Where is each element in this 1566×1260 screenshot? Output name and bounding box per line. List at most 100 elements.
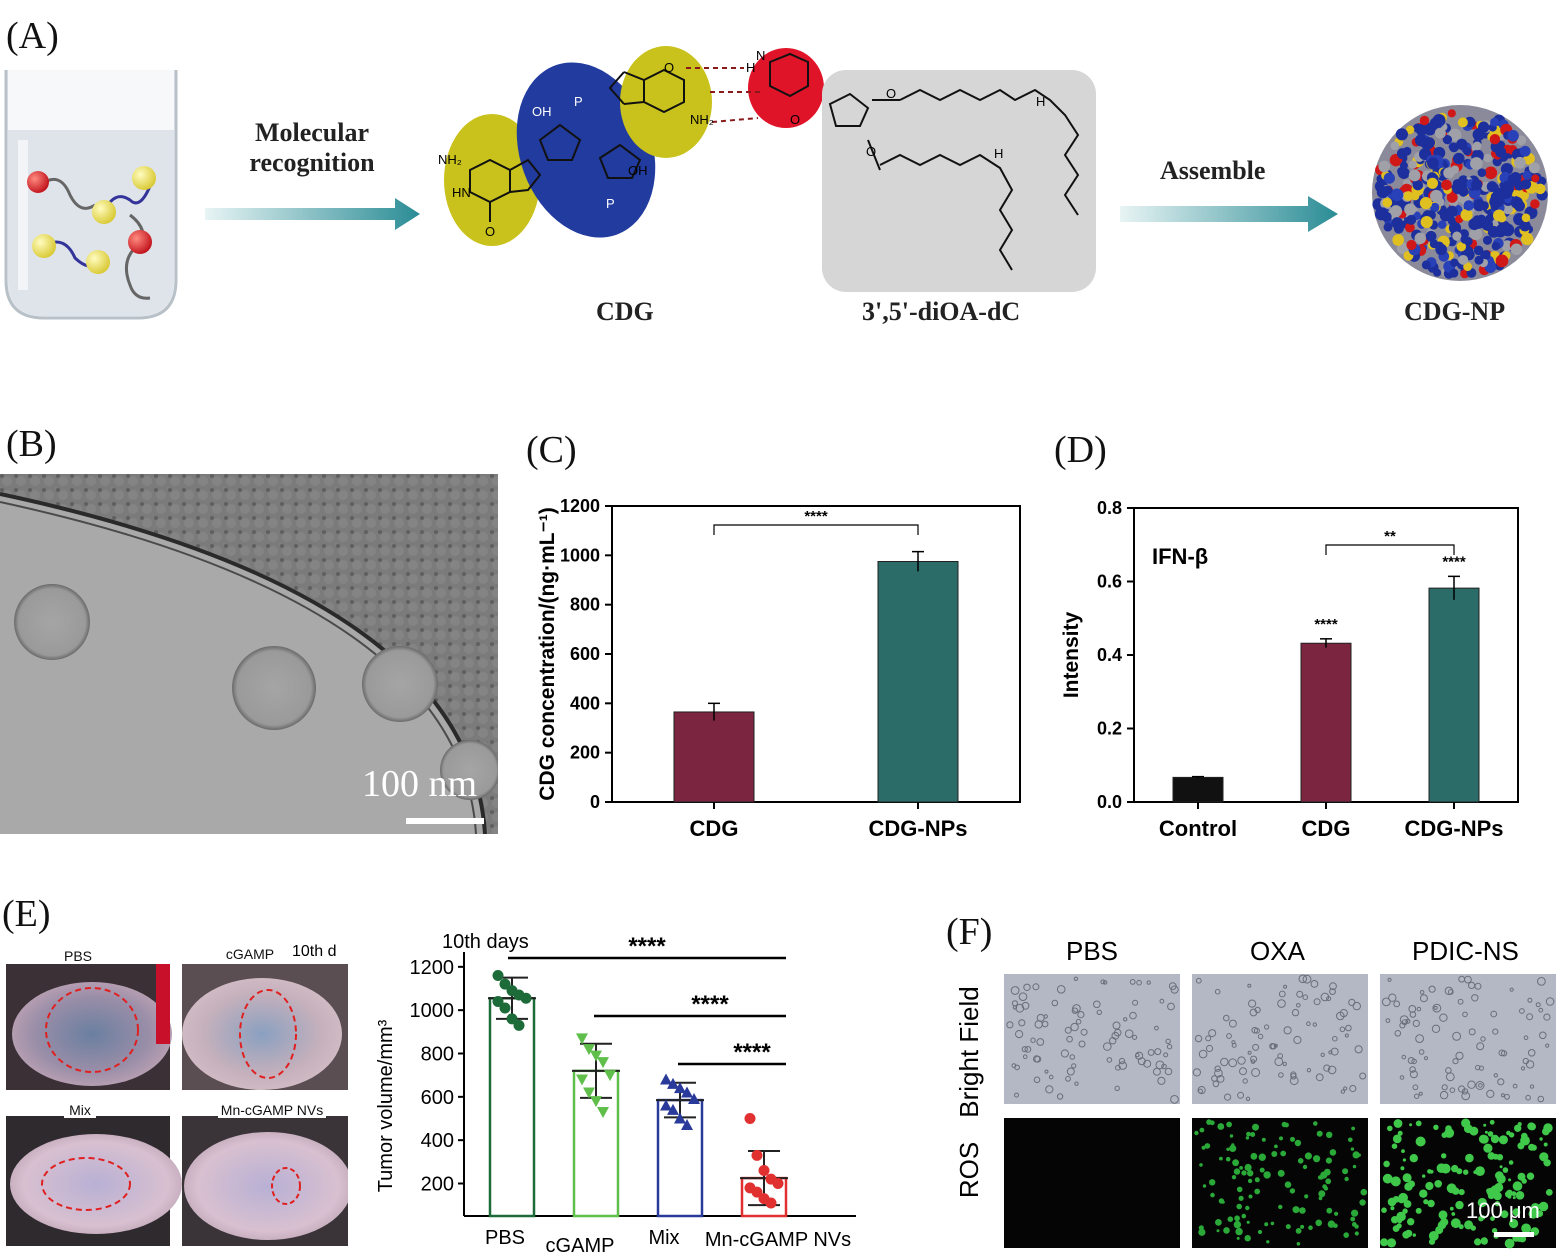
nanoparticle-atom — [1450, 258, 1459, 267]
cell — [1080, 1028, 1088, 1036]
photo-label: 10th d — [292, 943, 337, 960]
fluorescent-cell — [1398, 1196, 1405, 1204]
scale-label: 100 nm — [362, 763, 478, 805]
nanoparticle-atom — [1448, 221, 1462, 235]
cell — [1208, 1029, 1217, 1038]
fluorescent-cell — [1329, 1149, 1337, 1156]
fluorescent-cell — [1434, 1180, 1442, 1188]
scale-bar — [1494, 1232, 1534, 1237]
fluorescent-cell — [1233, 1220, 1242, 1229]
nanoparticle-atom — [1427, 157, 1439, 170]
cell — [1226, 1033, 1232, 1039]
cell — [1490, 1010, 1498, 1018]
y-tick-label: 0.8 — [1097, 498, 1122, 518]
nanoparticle-atom — [1376, 186, 1390, 199]
cell — [1073, 976, 1079, 982]
fluorescent-cell — [1290, 1136, 1295, 1142]
data-point — [520, 992, 532, 1004]
fluorescent-cell — [1247, 1170, 1254, 1177]
cell — [1071, 1063, 1077, 1069]
cell — [1022, 1054, 1028, 1059]
panel-e-label: (E) — [2, 893, 51, 935]
cell — [1439, 1090, 1449, 1100]
fluorescent-cell — [1299, 1207, 1306, 1214]
fluorescent-cell — [1474, 1238, 1482, 1246]
fluorescent-cell — [1350, 1147, 1355, 1151]
fluorescent-cell — [1198, 1228, 1206, 1236]
y-tick-label: 200 — [421, 1174, 454, 1196]
fluorescent-cell — [1500, 1210, 1509, 1219]
fluorescent-cell — [1325, 1178, 1332, 1185]
fluorescent-cell — [1397, 1130, 1403, 1136]
cell — [1114, 1085, 1120, 1092]
data-point — [492, 996, 504, 1007]
significance-label: **** — [628, 933, 666, 960]
cell — [1399, 1075, 1405, 1080]
nanoparticle-atom — [1490, 191, 1502, 203]
cell — [1247, 983, 1252, 988]
fluorescent-cell — [1396, 1223, 1402, 1229]
panel-a-label: (A) — [6, 15, 59, 57]
nanoparticle-atom — [1429, 239, 1439, 249]
cell — [1302, 994, 1309, 1001]
fluorescent-cell — [1400, 1166, 1405, 1171]
fluorescent-cell — [1511, 1191, 1517, 1197]
nanoparticle-atom — [1419, 196, 1433, 210]
fluorescent-cell — [1423, 1199, 1429, 1205]
data-point — [681, 1086, 693, 1098]
cell — [1538, 1007, 1544, 1013]
data-point — [583, 1044, 595, 1056]
fluorescent-cell — [1296, 1242, 1301, 1246]
data-point — [506, 1013, 518, 1025]
cell — [1056, 1093, 1064, 1100]
nanoparticle-atom — [1408, 169, 1421, 182]
fluorescent-cell — [1239, 1166, 1243, 1170]
atom-label: NH₂ — [690, 112, 714, 127]
cell — [1165, 1038, 1171, 1045]
nanoparticle-atom — [1500, 162, 1513, 176]
cell — [1096, 1009, 1103, 1015]
nanoparticle-atom — [1430, 202, 1440, 213]
atom-label: O — [485, 224, 496, 239]
cell — [1423, 1056, 1429, 1061]
fluorescent-cell — [1252, 1123, 1259, 1131]
significance-label: **** — [804, 508, 828, 525]
cell — [1492, 1028, 1499, 1035]
bar-significance: **** — [1442, 553, 1466, 570]
fluorescent-cell — [1244, 1235, 1251, 1242]
fluorescent-cell — [1254, 1177, 1260, 1183]
fluorescent-cell — [1386, 1240, 1390, 1244]
bar — [488, 997, 536, 1218]
cell — [1212, 1080, 1220, 1088]
nanoparticle-atom — [1490, 117, 1499, 127]
nanoparticle-atom — [1443, 167, 1455, 179]
cell — [1452, 1058, 1459, 1065]
cell — [1066, 1067, 1075, 1076]
cell — [1252, 1043, 1260, 1051]
cell — [1074, 1081, 1079, 1086]
chart-annotation: IFN-β — [1152, 544, 1208, 569]
fluorescent-cell — [1194, 1130, 1199, 1136]
cell — [1328, 1050, 1333, 1055]
fluorescent-cell — [1462, 1120, 1466, 1125]
fluorescent-cell — [1344, 1176, 1349, 1182]
cell — [1102, 980, 1108, 985]
fluorescent-cell — [1351, 1209, 1359, 1217]
fluorescent-cell — [1489, 1119, 1495, 1125]
nanoparticle-atom — [1404, 203, 1417, 216]
cell — [1198, 1049, 1208, 1059]
y-tick-label: 400 — [570, 693, 600, 713]
cell — [1290, 1073, 1297, 1080]
fluorescent-cell — [1514, 1124, 1522, 1132]
cell — [1432, 1003, 1442, 1013]
cell — [1476, 1042, 1485, 1051]
cell — [1352, 1001, 1361, 1011]
fluorescent-cell — [1308, 1225, 1313, 1230]
fluorescent-cell — [1465, 1220, 1473, 1228]
nanoparticle-atom — [1521, 213, 1531, 223]
cell — [1283, 984, 1288, 989]
y-tick-label: 1000 — [560, 545, 600, 565]
arrow-text-line: recognition — [249, 148, 375, 177]
nanoparticle-atom — [1378, 160, 1391, 173]
cell — [1329, 982, 1337, 991]
